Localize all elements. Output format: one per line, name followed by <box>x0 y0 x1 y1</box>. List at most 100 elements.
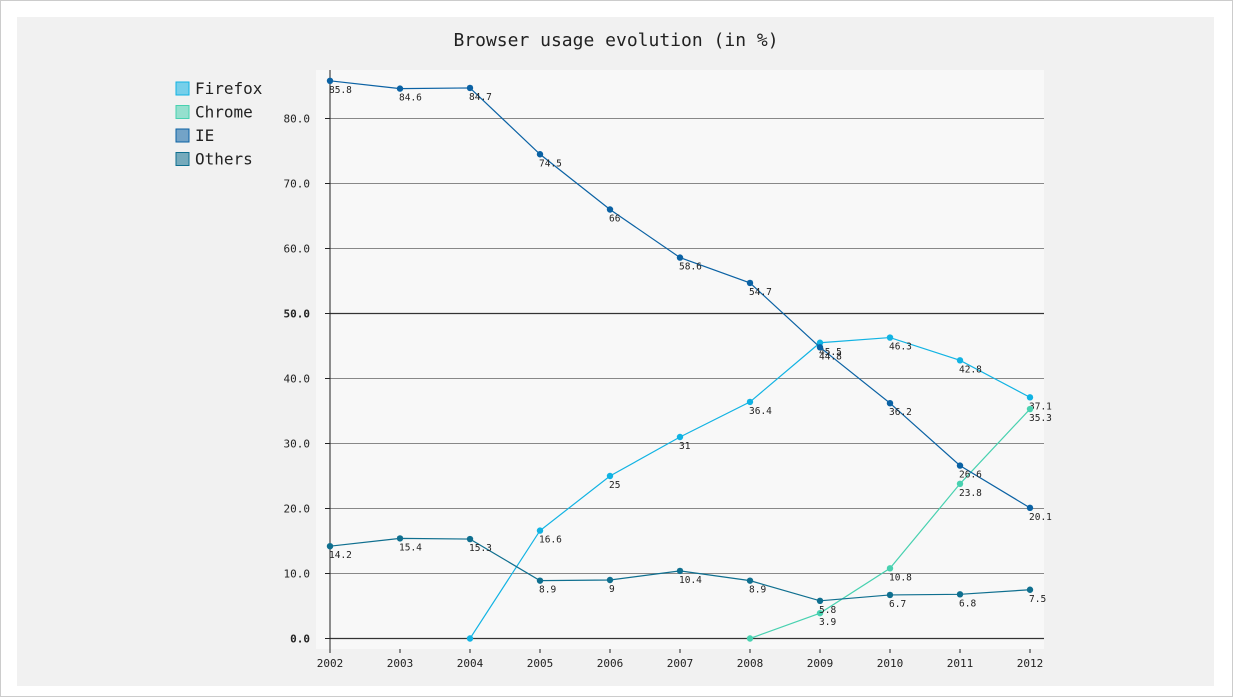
ie-point <box>466 84 474 92</box>
firefox-point <box>746 398 754 406</box>
y-tick-label: 70.0 <box>284 178 311 191</box>
ie-point <box>326 77 334 85</box>
others-value-label: 8.9 <box>539 585 556 596</box>
legend: Firefox Chrome IE Others <box>175 79 263 169</box>
y-tick-label: 40.0 <box>284 373 311 386</box>
firefox-point <box>606 472 614 480</box>
legend-swatch-firefox <box>175 81 190 96</box>
legend-item-ie: IE <box>175 126 214 145</box>
y-tick-label: 80.0 <box>284 113 311 126</box>
ie-value-label: 84.6 <box>399 93 422 104</box>
chrome-point <box>1026 405 1034 413</box>
gridlines <box>330 118 1044 640</box>
ie-value-label: 58.6 <box>679 262 702 273</box>
ie-value-label: 44.8 <box>819 351 842 362</box>
legend-item-firefox: Firefox <box>175 79 263 98</box>
others-point <box>536 577 544 584</box>
others-point <box>886 591 894 599</box>
others-value-label: 15.3 <box>469 543 492 554</box>
chrome-value-label: 35.3 <box>1029 413 1052 424</box>
firefox-point <box>1026 394 1034 401</box>
ie-value-label: 74.5 <box>539 158 562 169</box>
series-ie: 85.8 84.6 84.7 74.5 66 58.6 54.7 44.8 36.2 26.6 20… <box>326 77 1052 523</box>
ie-point <box>886 400 894 407</box>
others-point <box>676 567 684 575</box>
y-tick-label: 60.0 <box>284 243 311 256</box>
others-value-label: 14.2 <box>329 550 352 561</box>
y-axis: 0.0 10.0 20.0 30.0 40.0 50.0 60.0 70.0 80.0 <box>284 70 331 649</box>
others-value-label: 15.4 <box>399 542 422 553</box>
ie-point <box>816 344 824 351</box>
y-tick-label: 50.0 <box>284 308 311 321</box>
others-point <box>956 591 964 598</box>
ie-point <box>396 85 404 92</box>
ie-point <box>606 206 614 213</box>
chrome-value-label: 10.8 <box>889 572 912 583</box>
y-tick-label: 20.0 <box>284 503 311 516</box>
ie-point <box>956 462 964 469</box>
firefox-value-label: 45.5 <box>819 347 842 358</box>
x-tick-label: 2010 <box>877 657 904 670</box>
chrome-point <box>816 609 824 617</box>
x-tick-label: 2009 <box>807 657 834 670</box>
firefox-value-label: 16.6 <box>539 535 562 546</box>
others-value-label: 7.5 <box>1029 594 1046 605</box>
plot-area <box>316 70 1044 649</box>
legend-label-firefox: Firefox <box>195 79 263 98</box>
others-value-label: 6.7 <box>889 599 906 610</box>
x-tick-label: 2012 <box>1017 657 1044 670</box>
others-point <box>326 543 334 550</box>
y-tick-label: 10.0 <box>284 568 311 581</box>
ie-point <box>676 254 684 261</box>
legend-swatch-ie <box>175 128 190 143</box>
others-point <box>396 535 404 542</box>
chrome-value-label: 3.9 <box>819 617 836 628</box>
legend-item-others: Others <box>175 150 253 169</box>
firefox-value-label: 46.3 <box>889 342 912 353</box>
others-point <box>816 597 824 604</box>
x-axis: 2002 2003 2004 2005 2006 2007 2008 2009 2010 2011… <box>317 649 1044 670</box>
others-value-label: 5.8 <box>819 605 836 616</box>
firefox-value-label: 25 <box>609 480 620 491</box>
firefox-point <box>466 635 474 642</box>
series-firefox: 16.6 25 31 36.4 45.5 46.3 42.8 37.1 <box>466 334 1052 642</box>
ie-value-label: 36.2 <box>889 407 912 418</box>
y-tick-label: 30.0 <box>284 438 311 451</box>
firefox-value-label: 37.1 <box>1029 401 1052 412</box>
ie-point <box>746 279 754 287</box>
others-point <box>466 535 474 543</box>
x-tick-label: 2003 <box>387 657 414 670</box>
firefox-point <box>536 527 544 534</box>
x-tick-label: 2005 <box>527 657 554 670</box>
firefox-value-label: 42.8 <box>959 364 982 375</box>
ie-value-label: 84.7 <box>469 92 492 103</box>
legend-swatch-others <box>175 152 190 166</box>
firefox-value-label: 31 <box>679 441 691 452</box>
others-point <box>1026 586 1034 593</box>
chrome-point <box>956 480 964 487</box>
ie-value-label: 85.8 <box>329 85 352 96</box>
x-tick-label: 2008 <box>737 657 764 670</box>
others-value-label: 8.9 <box>749 585 766 596</box>
legend-label-others: Others <box>195 150 253 169</box>
legend-label-chrome: Chrome <box>195 103 253 122</box>
x-tick-label: 2004 <box>457 657 484 670</box>
x-tick-label: 2006 <box>597 657 624 670</box>
x-tick-label: 2007 <box>667 657 694 670</box>
others-point <box>746 577 754 584</box>
chrome-value-label: 23.8 <box>959 488 982 499</box>
series-others: 14.2 15.4 15.3 8.9 9 10.4 8.9 5.8 6.7 6.8 7.5 <box>326 535 1046 616</box>
chart-title: Browser usage evolution (in %) <box>453 30 778 51</box>
ie-value-label: 66 <box>609 214 621 225</box>
others-value-label: 9 <box>609 584 615 595</box>
firefox-point <box>676 433 684 441</box>
others-value-label: 6.8 <box>959 598 976 609</box>
ie-value-label: 20.1 <box>1029 512 1052 523</box>
ie-value-label: 26.6 <box>959 470 982 481</box>
ie-value-label: 54.7 <box>749 287 772 298</box>
legend-item-chrome: Chrome <box>175 103 253 122</box>
legend-swatch-chrome <box>175 105 190 119</box>
series-chrome: 3.9 10.8 23.8 35.3 <box>746 405 1052 642</box>
others-value-label: 10.4 <box>679 575 702 586</box>
